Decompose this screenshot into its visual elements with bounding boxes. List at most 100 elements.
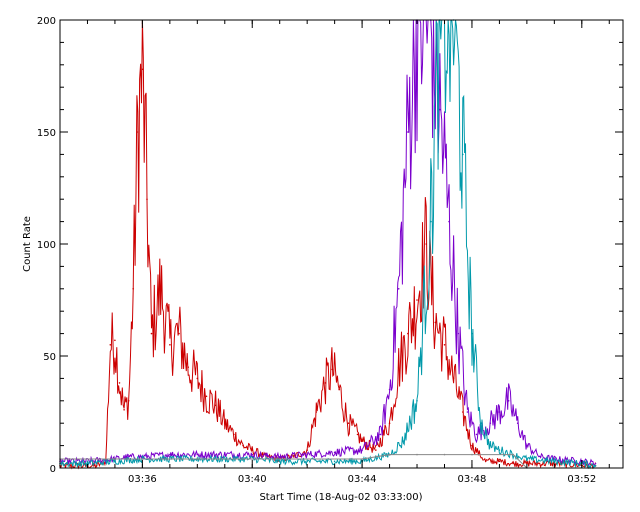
series-3-point-20 [471,332,473,335]
series-2-point-8 [224,453,226,456]
series-1-point-43 [443,344,446,346]
y-tick-label: 150 [37,128,56,139]
series-1-point-5 [114,339,116,342]
series-2-point-26 [498,411,501,413]
y-tick-label: 100 [37,240,56,251]
series-1-point-28 [306,449,309,451]
series-layer [59,19,597,470]
series-3-point-11 [333,460,336,463]
series-2-point-17 [407,131,409,133]
series-2-point-24 [475,433,478,436]
series-2-point-21 [448,220,450,223]
series-1-point-39 [407,332,409,335]
series-1-point-48 [498,460,501,463]
series-1-line [59,19,596,470]
series-1-point-22 [233,433,235,436]
y-tick-label: 0 [50,464,56,475]
tick-layer: 0 50 100 150 200 03:36 03:40 03:44 03:48 03:52 [37,16,623,485]
series-1-point-8 [127,400,130,402]
series-2-point-13 [361,449,363,451]
series-3-point-19 [462,153,464,156]
series-1-point-29 [315,411,318,413]
series-3-point-16 [430,220,432,223]
series-4 [59,453,528,469]
series-1-point-17 [187,366,189,369]
series-2-line [59,19,596,467]
series-1-point-30 [324,382,327,384]
series-3-point-28 [594,465,597,467]
x-tick-label: 03:40 [238,474,267,485]
series-3-point-10 [306,460,309,463]
series-2-point-22 [457,332,460,335]
series-1-point-14 [159,288,162,290]
series-1-point-50 [526,462,528,465]
series-1-point-21 [224,422,226,425]
series-1-point-42 [434,321,437,324]
series-1-point-45 [462,411,464,413]
series-1-point-12 [146,198,148,200]
series-1-point-31 [331,368,334,371]
series-4-point-8 [443,453,446,456]
series-1-point-32 [338,388,341,391]
x-tick-label: 03:48 [458,474,487,485]
series-1-point-23 [242,444,244,447]
series-1-point-37 [388,422,391,425]
series-2-point-6 [169,453,171,456]
series-3-point-23 [498,449,501,451]
series-2-point-7 [196,453,199,456]
series-2-point-29 [526,444,528,447]
x-tick-label: 03:36 [128,474,157,485]
series-3-point-21 [480,422,482,425]
series-1-point-27 [292,456,295,458]
series-1-point-4 [109,344,112,346]
series-4-point-3 [196,458,199,460]
series-2-point-9 [251,453,253,456]
series-1-point-19 [205,395,208,398]
series-1-point-38 [397,366,400,369]
series-2-point-28 [516,422,519,425]
series-2-point-15 [388,388,391,391]
series-4-point-4 [278,458,281,460]
series-2-point-27 [507,400,510,402]
series-1-point-15 [169,344,171,346]
series-3-point-22 [489,444,492,447]
series-2-point-14 [379,433,382,436]
series-3-point-25 [526,458,528,460]
series-2-point-30 [539,456,542,458]
series-1-point-24 [251,449,253,451]
series-1-point-49 [512,462,514,465]
series-1-point-18 [196,377,199,380]
series-4-point-7 [416,453,418,456]
x-tick-label: 03:52 [567,474,596,485]
series-3-point-14 [402,440,405,442]
series-3-point-2 [86,462,89,465]
series-1-point-9 [132,288,134,290]
series-1-point-6 [118,382,121,384]
series-1-point-46 [471,444,473,447]
series-2-point-10 [278,456,281,458]
series-2-point-4 [127,456,130,458]
series-1-point-40 [416,299,418,301]
series-3-point-3 [114,460,116,463]
series-4-point-6 [388,453,391,456]
y-tick-label: 50 [43,352,56,363]
series-1-point-13 [150,332,153,335]
series-1-point-47 [484,460,487,463]
series-4-point-9 [471,453,473,456]
series-1 [59,19,597,470]
series-2-point-16 [397,288,400,290]
x-axis-title: Start Time (18-Aug-02 03:33:00) [259,492,422,503]
series-1-point-11 [141,68,144,71]
series-3 [59,19,597,470]
series-1-point-20 [214,404,217,407]
series-2-point-20 [439,108,441,111]
series-4-point-5 [361,458,363,460]
series-1-point-41 [425,243,428,245]
series-1-point-7 [123,409,125,411]
series-2-point-11 [306,453,309,456]
series-2-point-25 [489,422,492,425]
series-3-point-26 [553,460,556,463]
series-1-point-35 [361,440,363,442]
